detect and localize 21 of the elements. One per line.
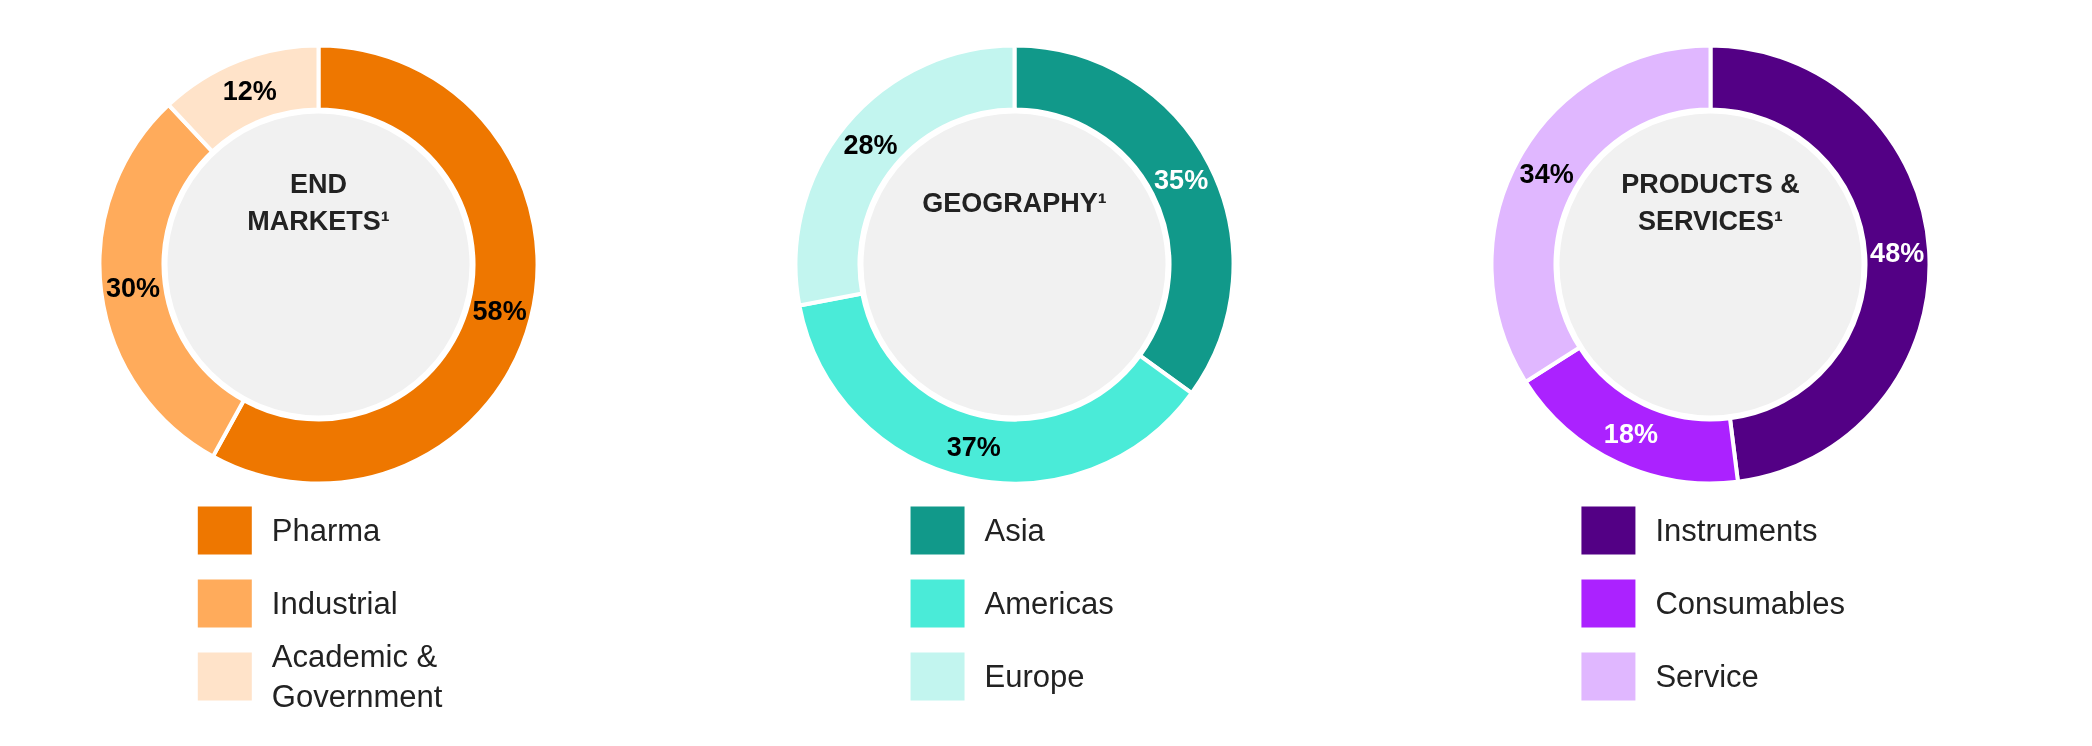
- data-label: 30%: [105, 272, 160, 303]
- data-label: 48%: [1870, 237, 1925, 268]
- legend-label: Asia: [984, 513, 1046, 548]
- data-label: 18%: [1603, 418, 1658, 449]
- legend-label: Service: [1655, 659, 1759, 694]
- legend-label: Pharma: [271, 513, 382, 548]
- data-label: 34%: [1519, 159, 1574, 190]
- legend-label: Europe: [984, 659, 1085, 694]
- legend-label: Americas: [984, 586, 1114, 621]
- legend-label: Consumables: [1655, 586, 1845, 621]
- text: END MARKETS¹: [247, 169, 390, 236]
- legend-label: Industrial: [271, 586, 398, 621]
- data-label: 28%: [843, 130, 898, 161]
- data-label: 35%: [1154, 164, 1209, 195]
- data-label: 58%: [472, 296, 527, 327]
- data-label: 37%: [946, 432, 1001, 462]
- legend-label: Instruments: [1655, 513, 1818, 548]
- data-label: 12%: [222, 75, 277, 106]
- text: GEOGRAPHY¹: [922, 187, 1107, 218]
- text: PRODUCTS & SERVICES¹: [1621, 169, 1800, 236]
- legend-label: Academic & Government: [271, 638, 443, 715]
